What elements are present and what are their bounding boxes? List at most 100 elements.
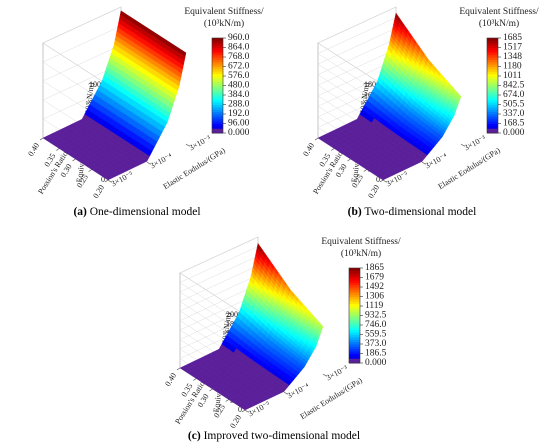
colorbar-tick-label: 674.0 — [503, 90, 525, 100]
panel: 0200400600800100012001400160018002000Equ… — [163, 236, 401, 441]
colorbar-cell — [212, 87, 223, 91]
colorbar-title: (10³kN/m) — [204, 18, 244, 29]
colorbar-cell — [212, 47, 223, 51]
colorbar-tick-label: 384.0 — [228, 90, 250, 100]
colorbar-cell — [349, 296, 360, 300]
colorbar-cell — [349, 282, 360, 286]
grid-line — [317, 38, 397, 75]
colorbar-tick-label: 373.0 — [365, 339, 387, 349]
colorbar-cell — [212, 109, 223, 113]
colorbar-cell — [212, 121, 223, 124]
colorbar-cell — [212, 92, 223, 96]
colorbar-cell — [212, 90, 223, 94]
grid-line — [42, 42, 109, 86]
colorbar-cell — [487, 130, 498, 134]
grid-line — [179, 272, 246, 316]
colorbar-tick-label: 1348 — [503, 52, 522, 62]
colorbar-cell — [487, 80, 498, 84]
colorbar-tick-label: 168.5 — [503, 119, 525, 129]
colorbar-cell — [349, 355, 360, 359]
grid-line — [317, 6, 397, 44]
y-tick — [104, 179, 109, 183]
colorbar-cell — [487, 92, 498, 96]
y-tick — [379, 179, 384, 183]
surface-patch — [240, 404, 251, 411]
colorbar-cell — [212, 118, 223, 122]
colorbar-cell — [487, 61, 498, 65]
colorbar-cell — [349, 358, 360, 362]
colorbar-cell — [487, 66, 498, 70]
colorbar-cell — [212, 85, 223, 89]
grid-line — [317, 48, 397, 86]
x-tick-label: 3×10⁻³ — [463, 133, 488, 152]
colorbar-cell — [487, 125, 498, 129]
colorbar-cell — [349, 339, 360, 343]
colorbar-cell — [212, 59, 223, 63]
colorbar-cell — [487, 68, 498, 72]
colorbar-cell — [212, 111, 223, 115]
colorbar-cell — [349, 325, 360, 328]
colorbar-cell — [487, 90, 498, 94]
colorbar-cell — [212, 116, 223, 120]
colorbar-cell — [487, 114, 498, 117]
colorbar-cell — [349, 289, 360, 293]
colorbar-cell — [212, 99, 223, 103]
colorbar-tick-label: 746.0 — [365, 320, 387, 330]
surface-patch — [103, 174, 114, 181]
x-tick — [185, 143, 190, 147]
colorbar-cell — [212, 45, 223, 48]
colorbar-cell — [349, 332, 360, 335]
colorbar-title: (10³kN/m) — [479, 18, 519, 29]
colorbar-cell — [349, 275, 360, 278]
colorbar-cell — [212, 123, 223, 127]
x-tick — [322, 373, 327, 377]
colorbar-cell — [487, 52, 498, 56]
colorbar-cell — [349, 291, 360, 295]
grid-line — [317, 17, 397, 54]
x-tick — [421, 161, 426, 165]
colorbar-cell — [487, 97, 498, 101]
x-axis-label: Elastic Eodulus/(GPa) — [162, 146, 228, 192]
caption-label: (c) — [188, 430, 201, 442]
colorbar-cell — [212, 54, 223, 58]
colorbar-cell — [212, 68, 223, 72]
y-tick-label: 0.40 — [163, 371, 178, 388]
colorbar-tick-label: 1492 — [365, 282, 384, 292]
colorbar-cell — [349, 351, 360, 354]
colorbar-tick-label: 480.0 — [228, 81, 250, 91]
grid-line — [179, 236, 259, 274]
colorbar-cell — [487, 99, 498, 103]
grid-line — [317, 27, 397, 65]
colorbar-cell — [487, 83, 498, 86]
colorbar-title: Equivalent Stiffness/ — [184, 6, 264, 17]
colorbar-tick-label: 505.5 — [503, 100, 525, 110]
colorbar-cell — [349, 310, 360, 314]
y-tick-label: 0.40 — [26, 141, 41, 158]
colorbar-cell — [349, 322, 360, 326]
colorbar-cell — [487, 109, 498, 113]
y-tick — [209, 388, 213, 392]
colorbar-cell — [212, 71, 223, 75]
grid-line — [42, 44, 122, 82]
colorbar-cell — [487, 106, 498, 110]
colorbar-tick-label: 1306 — [365, 292, 384, 302]
colorbar-cell — [487, 73, 498, 77]
colorbar-cell — [212, 125, 223, 129]
colorbar-cell — [212, 73, 223, 77]
grid-line — [179, 284, 259, 321]
colorbar-tick-label: 1685 — [503, 33, 522, 43]
colorbar-cell — [212, 97, 223, 101]
colorbar-cell — [487, 54, 498, 58]
y-tick-label: 0.40 — [301, 141, 316, 158]
y-tick — [72, 158, 76, 162]
y-tick-label: 0.20 — [91, 183, 106, 200]
caption-text: One-dimensional model — [90, 206, 201, 218]
colorbar-cell — [212, 106, 223, 110]
grid-line — [179, 246, 259, 283]
panel: 020040060080010001200140016001800Equival… — [301, 6, 539, 217]
colorbar-cell — [212, 114, 223, 117]
colorbar-cell — [349, 287, 360, 290]
colorbar-cell — [349, 268, 360, 271]
y-tick — [331, 148, 335, 151]
